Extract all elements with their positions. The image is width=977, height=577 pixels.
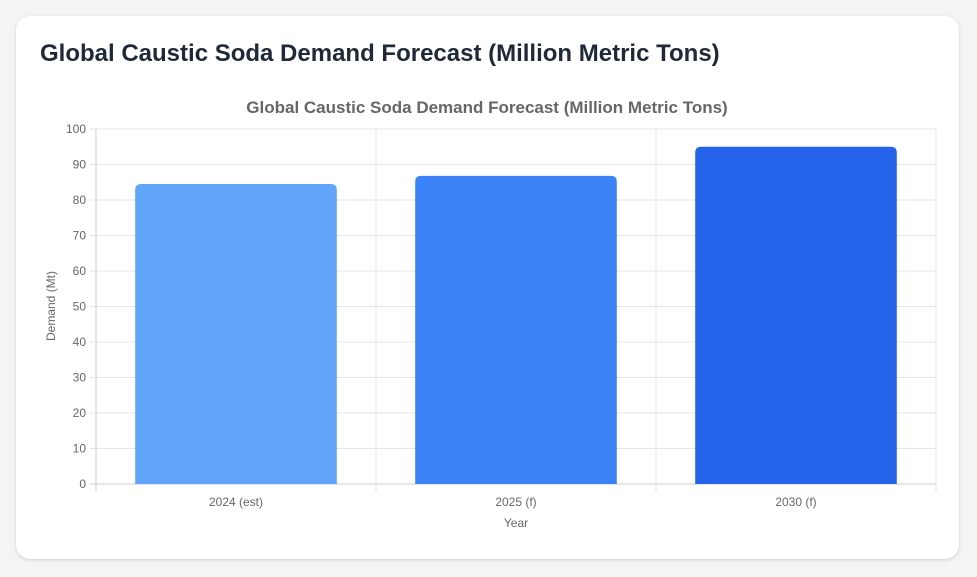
y-tick-label: 40 [73,335,87,349]
y-tick-label: 70 [73,229,87,243]
y-tick-label: 50 [73,300,87,314]
y-tick-label: 100 [66,122,86,136]
y-tick-label: 60 [73,264,87,278]
bar-2030-f[interactable] [695,146,897,484]
x-tick-label: 2025 (f) [495,495,536,509]
y-axis-label: Demand (Mt) [44,271,58,341]
y-tick-label: 30 [73,371,87,385]
y-tick-label: 10 [73,442,87,456]
page-title: Global Caustic Soda Demand Forecast (Mil… [40,40,720,67]
x-axis-label: Year [504,516,528,530]
y-tick-label: 20 [73,406,87,420]
axis-layer: 0 10 20 30 40 50 60 70 80 90 100 2024 (est) 2025 (f)… [66,122,817,509]
bar-2024-est[interactable] [135,184,337,484]
x-tick-label: 2024 (est) [209,495,263,509]
y-tick-label: 0 [79,477,86,491]
bars-layer [135,146,897,485]
bar-2025-f[interactable] [415,175,617,485]
x-tick-label: 2030 (f) [775,495,816,509]
y-tick-label: 90 [73,158,87,172]
chart-title: Global Caustic Soda Demand Forecast (Mil… [246,98,727,117]
y-tick-label: 80 [73,193,87,207]
